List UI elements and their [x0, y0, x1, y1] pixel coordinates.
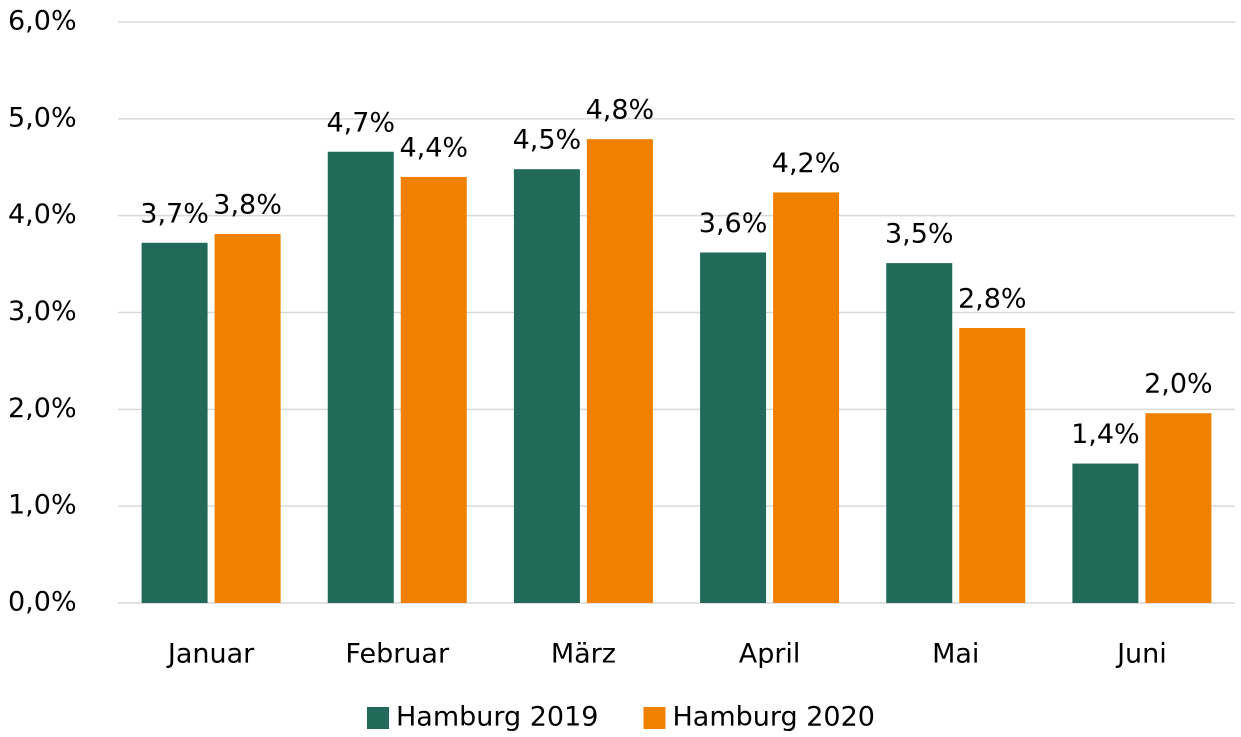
bar — [886, 263, 953, 603]
bar — [773, 192, 840, 603]
bar — [214, 234, 281, 603]
bar — [327, 151, 394, 604]
data-label: 4,5% — [513, 125, 582, 156]
x-tick-label: April — [739, 639, 801, 670]
bar — [141, 242, 208, 603]
x-tick-label: Januar — [166, 639, 255, 670]
data-label: 4,2% — [772, 148, 841, 179]
bar — [1145, 413, 1212, 603]
x-tick-label: März — [551, 639, 616, 670]
x-tick-label: Juni — [1115, 639, 1167, 670]
bar — [1072, 463, 1139, 603]
data-label: 3,8% — [213, 190, 282, 221]
bar — [513, 169, 580, 604]
bar — [400, 176, 467, 603]
y-tick-label: 5,0% — [8, 102, 77, 133]
legend-swatch — [367, 707, 389, 729]
x-tick-label: Mai — [932, 639, 979, 670]
data-label: 2,0% — [1144, 369, 1213, 400]
legend-label: Hamburg 2020 — [672, 702, 874, 733]
data-label: 3,5% — [885, 219, 954, 250]
bar — [959, 327, 1026, 603]
bar — [586, 139, 653, 603]
y-tick-label: 4,0% — [8, 199, 77, 230]
y-tick-label: 3,0% — [8, 296, 77, 327]
data-label: 2,8% — [958, 283, 1027, 314]
y-tick-label: 0,0% — [8, 587, 77, 618]
legend-swatch — [643, 707, 666, 729]
y-tick-label: 1,0% — [8, 490, 77, 521]
legend-label: Hamburg 2019 — [396, 702, 598, 733]
data-label: 4,4% — [399, 132, 468, 163]
x-tick-label: Februar — [345, 639, 450, 670]
data-label: 3,7% — [140, 198, 209, 229]
y-tick-label: 6,0% — [8, 6, 77, 37]
data-label: 1,4% — [1071, 419, 1140, 450]
bar — [700, 252, 767, 604]
data-label: 3,6% — [699, 208, 768, 239]
data-label: 4,7% — [326, 107, 395, 138]
y-tick-label: 2,0% — [8, 393, 77, 424]
data-label: 4,8% — [586, 95, 655, 126]
